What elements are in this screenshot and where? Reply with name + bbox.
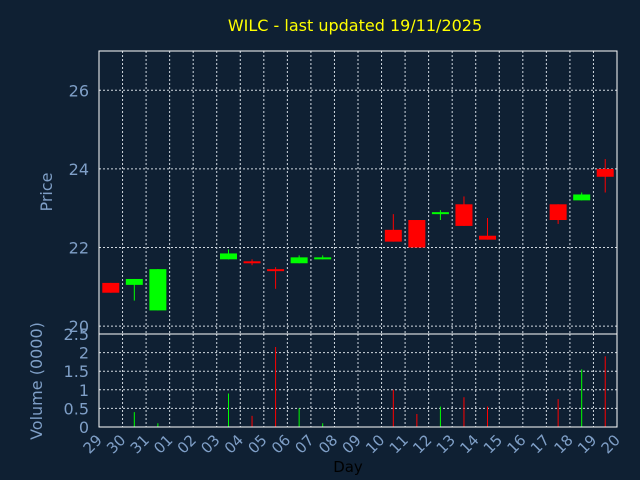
candle-body: [290, 257, 308, 264]
x-axis-label: Day: [333, 458, 363, 476]
candle: [102, 282, 120, 293]
price-tick-label: 26: [69, 81, 89, 100]
candle: [431, 210, 449, 221]
candle: [149, 269, 167, 311]
volume-axis-label: Volume (0000): [27, 322, 46, 440]
candle-body: [102, 282, 120, 293]
price-gridlines: [99, 51, 617, 334]
candle: [573, 192, 591, 201]
candle-body: [243, 261, 261, 264]
candle: [596, 159, 614, 193]
candle-body: [479, 235, 496, 240]
candle: [290, 255, 308, 264]
volume-tick-label: 1: [79, 381, 89, 400]
volume-tick-label: 1.5: [64, 362, 89, 381]
price-tick-label: 24: [69, 160, 89, 179]
candle: [267, 267, 285, 289]
volume-tick-label: 0.5: [64, 399, 89, 418]
candle-body: [314, 257, 332, 260]
volume-series: [133, 347, 606, 427]
candle: [455, 196, 473, 226]
candle-body: [267, 269, 285, 272]
volume-panel: 00.511.522.5 Volume (0000): [27, 322, 618, 440]
volume-tick-label: 2: [79, 344, 89, 363]
volume-axis-ticks: 00.511.522.5: [64, 325, 89, 437]
price-axis-label: Price: [37, 172, 56, 211]
candlestick-series: [102, 159, 614, 311]
candle-body: [431, 212, 449, 215]
volume-tick-label: 2.5: [64, 325, 89, 344]
candle: [549, 204, 567, 224]
price-tick-label: 20: [69, 317, 89, 336]
candle-body: [220, 253, 237, 260]
candle: [314, 255, 332, 260]
candle-body: [455, 204, 473, 226]
volume-tick-label: 0: [79, 418, 89, 437]
candle-body: [384, 229, 402, 242]
price-tick-label: 22: [69, 239, 89, 258]
x-axis-ticks: 2930310102030405060708091011121314151617…: [80, 431, 624, 457]
candle: [384, 214, 402, 242]
volume-gridlines: [99, 334, 617, 427]
candle-body: [596, 168, 614, 177]
candle: [243, 259, 261, 266]
candle-body: [408, 220, 426, 248]
candle: [125, 278, 143, 301]
chart-title: WILC - last updated 19/11/2025: [228, 16, 482, 35]
candle-body: [549, 204, 567, 221]
candle-body: [573, 194, 591, 201]
candle: [408, 220, 426, 248]
candle-body: [125, 278, 143, 285]
price-axis-ticks: 20 22 24 26: [69, 81, 89, 336]
volume-plot-frame: [98, 333, 618, 428]
candle-body: [149, 269, 167, 311]
candle: [220, 249, 237, 260]
candle: [479, 218, 496, 240]
price-panel: 20 22 24 26 Price: [37, 50, 618, 336]
